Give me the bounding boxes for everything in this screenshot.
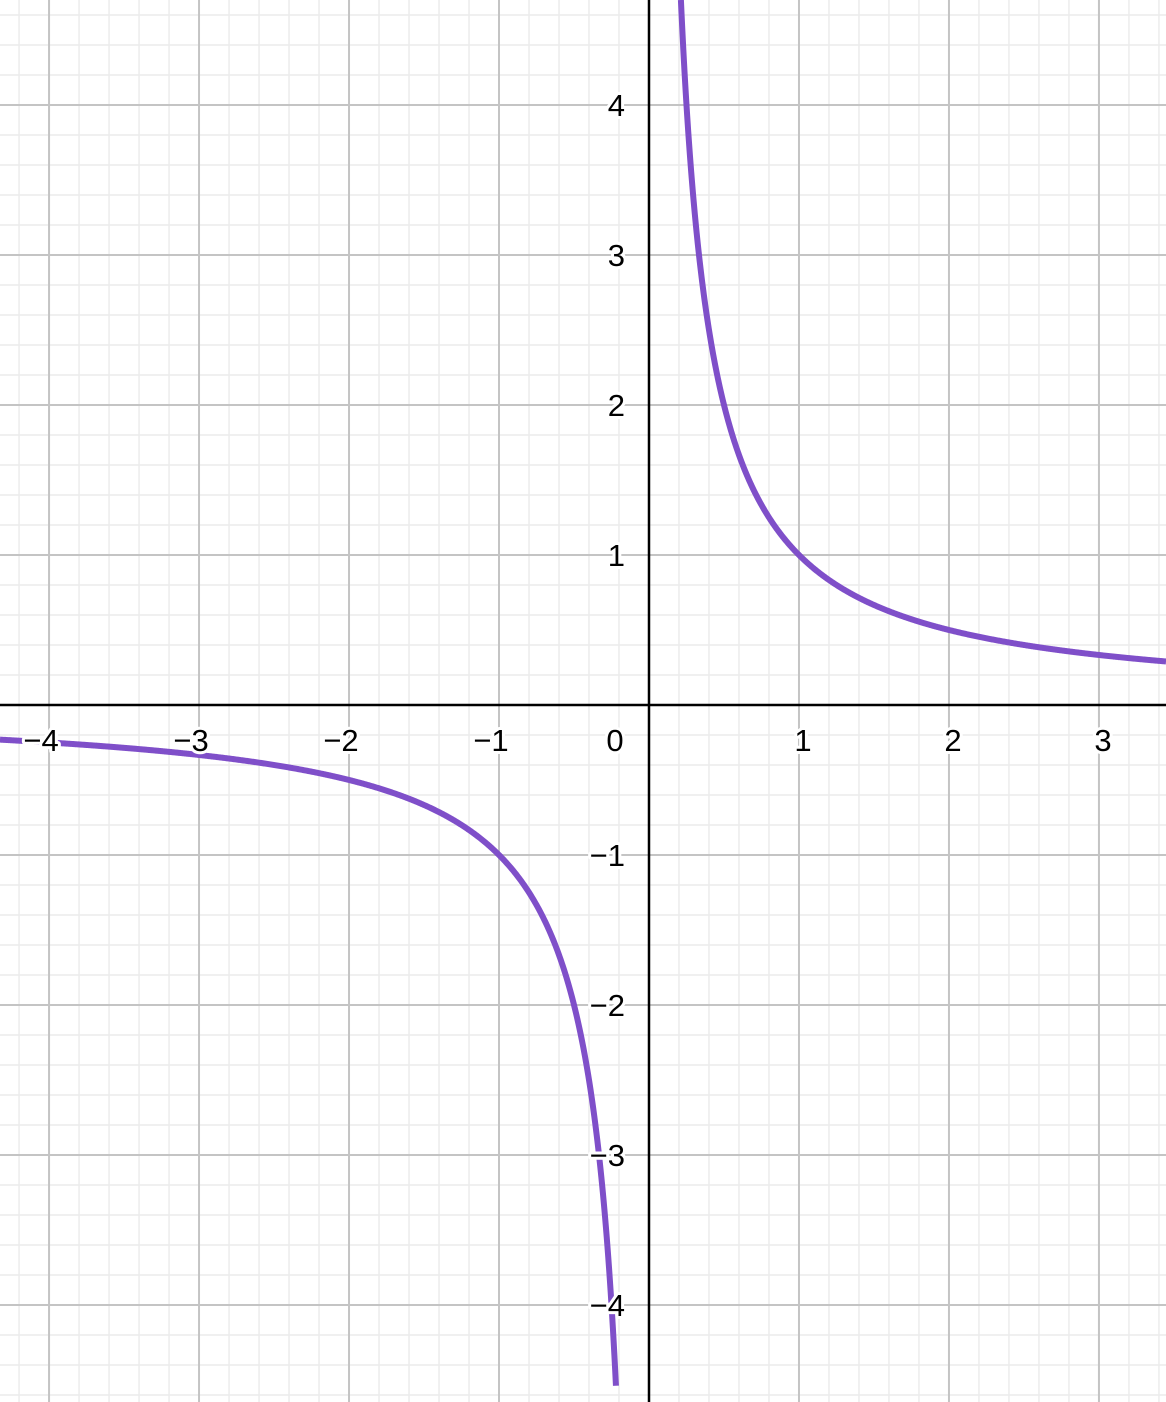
x-tick-label: −3 xyxy=(173,723,208,758)
y-tick-label: 1 xyxy=(608,538,625,573)
x-tick-label: 2 xyxy=(944,723,961,758)
curve-branch xyxy=(0,736,619,1386)
y-tick-label: 4 xyxy=(608,88,625,123)
y-tick-label: −4 xyxy=(590,1288,625,1323)
tick-labels: −4 −3 −2 −1 0 1 2 3 4 3 2 1 −1 −2 −3 −4 xyxy=(20,85,1114,1326)
x-tick-label: 1 xyxy=(794,723,811,758)
x-tick-label: 0 xyxy=(606,723,623,758)
y-tick-label: −2 xyxy=(590,988,625,1023)
y-tick-label: −3 xyxy=(590,1138,625,1173)
y-tick-label: 3 xyxy=(608,238,625,273)
x-tick-label: −1 xyxy=(473,723,508,758)
curve-branch xyxy=(677,0,1166,665)
y-tick-label: 2 xyxy=(608,388,625,423)
x-tick-label: −2 xyxy=(323,723,358,758)
x-tick-label: 3 xyxy=(1094,723,1111,758)
x-tick-label: −4 xyxy=(23,723,58,758)
y-tick-label: −1 xyxy=(590,838,625,873)
